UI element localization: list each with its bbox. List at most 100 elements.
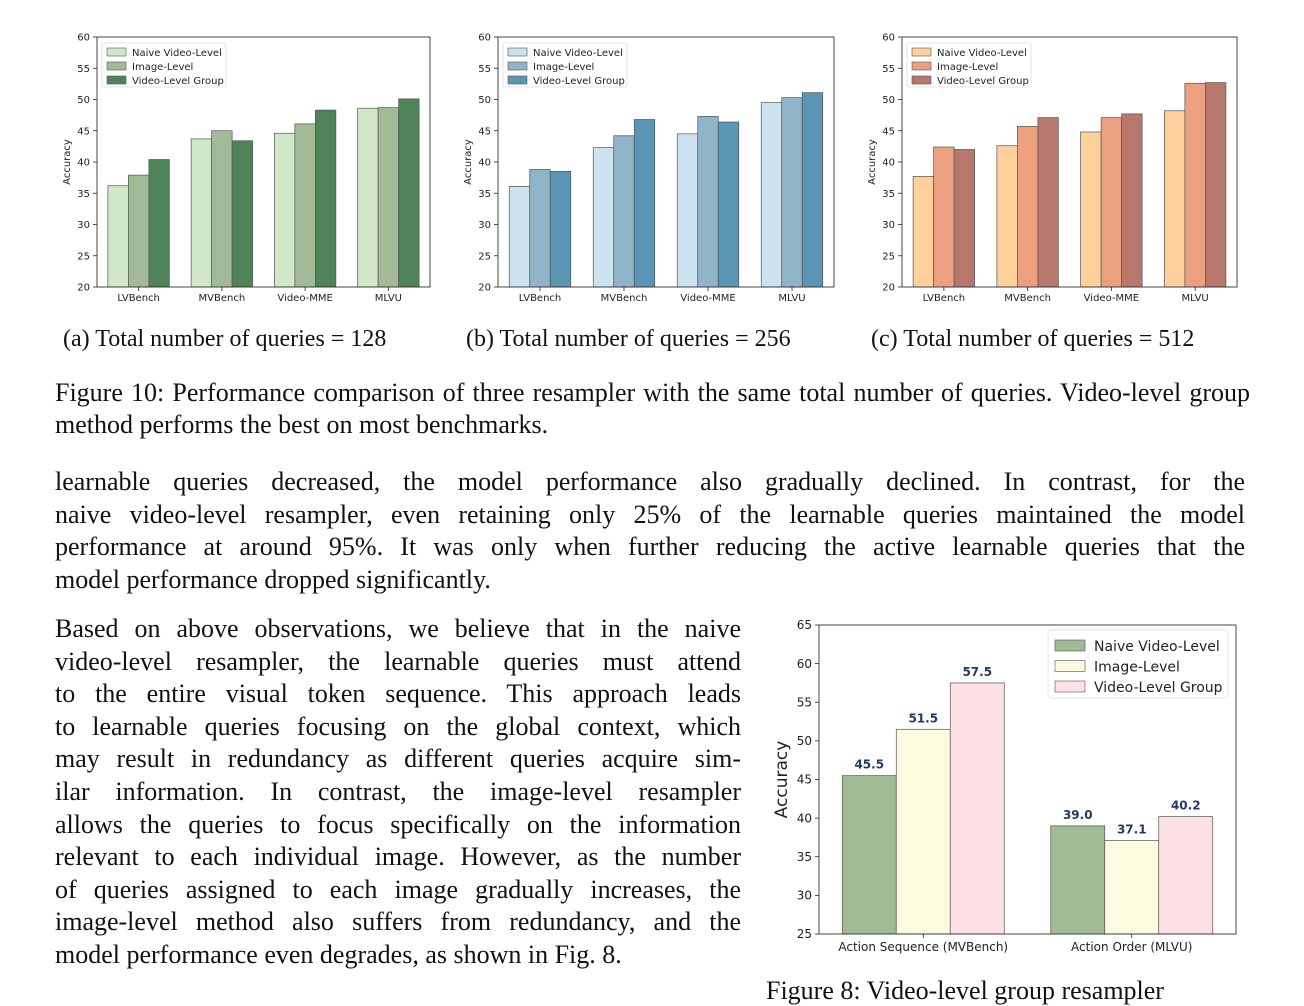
y-axis-label: Accuracy [772,741,792,819]
figure-caption: Figure 10: Performance comparison of thr… [55,378,1250,439]
legend-swatch [507,75,528,85]
y-tick-label: 25 [882,251,895,262]
bar-video-level-group-mlvu [1205,82,1227,288]
y-tick-label: 35 [797,850,812,864]
y-tick-label: 30 [797,889,812,903]
legend-label: Video-Level Group [533,76,625,87]
data-label: 57.5 [962,665,992,679]
bar-video-level-group-action-order-mlvu [1158,816,1214,935]
legend-swatch [507,47,528,57]
plot-frame [901,36,1238,288]
paragraph-2-line: to learnable queries focusing on the glo… [55,711,741,741]
chart-a: 20 25 30 35 40 45 50 55 60 LVBench MVBench Video-MM… [62,33,431,304]
legend-swatch [1054,639,1086,652]
y-axis-label: Accuracy [62,139,73,185]
paragraph-1-line: performance at around 95%. It was only w… [55,532,1245,561]
legend-swatch [106,47,127,57]
y-tick-label: 35 [478,189,491,200]
y-tick-label: 40 [797,811,812,825]
chart-b: 20 25 30 35 40 45 50 55 60 LVBench MVBench Video-MM… [463,33,835,304]
subcaption-c: (c) Total number of queries = 512 [871,326,1195,352]
y-tick-label: 60 [478,33,491,44]
y-tick-label: 20 [77,283,90,294]
y-tick-label: 25 [797,927,812,941]
legend-label: Image-Level [533,62,594,73]
x-tick-label: Video-MME [277,293,332,304]
paragraph-2-line: Based on above observations, we believe … [55,614,741,643]
y-tick-label: 50 [882,95,895,106]
y-tick-label: 45 [882,126,895,137]
subcaption-b: (b) Total number of queries = 256 [466,326,791,352]
legend-label: Image-Level [132,62,193,73]
legend-box [101,42,227,88]
paragraph-2-line: may result in redundancy as different qu… [55,744,741,774]
paragraph-2-line: to the entire visual token sequence. Thi… [55,679,741,709]
bar-image-level-action-sequence-mvbench [895,728,951,935]
y-tick-label: 40 [882,158,895,169]
y-axis-label: Accuracy [867,139,878,185]
data-label: 39.0 [1063,808,1093,822]
y-tick-label: 30 [77,220,90,231]
y-tick-label: 45 [478,126,491,137]
y-axis-label: Accuracy [463,139,474,185]
y-tick-label: 65 [797,618,812,632]
legend-label: Video-Level Group [132,76,224,87]
y-tick-label: 30 [478,220,491,231]
x-tick-label: MVBench [1004,293,1051,304]
x-tick-label: MLVU [778,293,805,304]
y-tick-label: 40 [478,158,491,169]
legend-swatch [911,47,932,57]
y-tick-label: 25 [478,251,491,262]
figure-8-caption-partial: Figure 8: Video-level group resampler [766,976,1164,1005]
legend-label: Naive Video-Level [132,48,222,59]
bar-video-level-group-lvbench [953,149,975,288]
paragraph-2-line: image-level method also suffers from red… [55,907,741,937]
paragraph-2-line: of queries assigned to each image gradua… [55,874,741,904]
legend-box [906,42,1032,88]
y-tick-label: 55 [77,64,90,75]
plot-frame [497,36,835,288]
y-tick-label: 55 [797,695,812,709]
legend-label: Video-Level Group [937,76,1029,87]
bar-naive-video-level-action-sequence-mvbench [841,775,897,935]
y-tick-label: 50 [77,95,90,106]
paragraph-2-line: relevant to each individual image. Howev… [55,842,741,872]
data-label: 51.5 [908,711,938,725]
legend-swatch [507,61,528,71]
paragraph-2-line: allows the queries to focus specifically… [55,809,741,839]
y-tick-label: 35 [882,189,895,200]
legend-swatch [106,75,127,85]
y-tick-label: 40 [77,158,90,169]
legend-label: Naive Video-Level [533,48,623,59]
paragraph-2-line: video-level resampler, the learnable que… [55,646,741,676]
bar-naive-video-level-action-order-mlvu [1050,825,1106,935]
paragraph-1-line: model performance dropped significantly. [55,564,491,594]
x-tick-label: MLVU [1181,293,1208,304]
x-tick-label: Action Sequence (MVBench) [838,940,1008,954]
x-tick-label: MVBench [199,293,246,304]
plot-frame [818,624,1237,935]
legend-swatch [911,61,932,71]
bar-image-level-lvbench [933,146,955,288]
x-tick-label: MVBench [601,293,648,304]
x-tick-label: Video-MME [680,293,735,304]
y-tick-label: 60 [77,33,90,44]
x-tick-label: LVBench [519,293,562,304]
data-label: 40.2 [1171,799,1201,813]
bar-image-level-video-mme [1100,117,1122,288]
y-tick-label: 20 [478,283,491,294]
paragraph-1-line: learnable queries decreased, the model p… [55,467,1245,496]
legend-label: Naive Video-Level [1094,639,1220,655]
bar-image-level-mvbench [1017,126,1039,288]
paragraph-2: Based on above observations, we believe … [55,613,741,972]
data-label: 45.5 [854,758,884,772]
x-tick-label: LVBench [117,293,160,304]
y-tick-label: 45 [77,126,90,137]
legend-label: Image-Level [937,62,998,73]
chart-action-tasks: 25 30 35 40 45 50 55 60 65 45.5 51.5 57.5 Action Seq… [772,618,1237,954]
legend-box [502,42,628,88]
x-tick-label: Action Order (MLVU) [1071,940,1192,954]
bar-naive-video-level-mlvu [1164,110,1186,288]
plot-frame [96,36,431,288]
legend-label: Image-Level [1094,660,1180,676]
